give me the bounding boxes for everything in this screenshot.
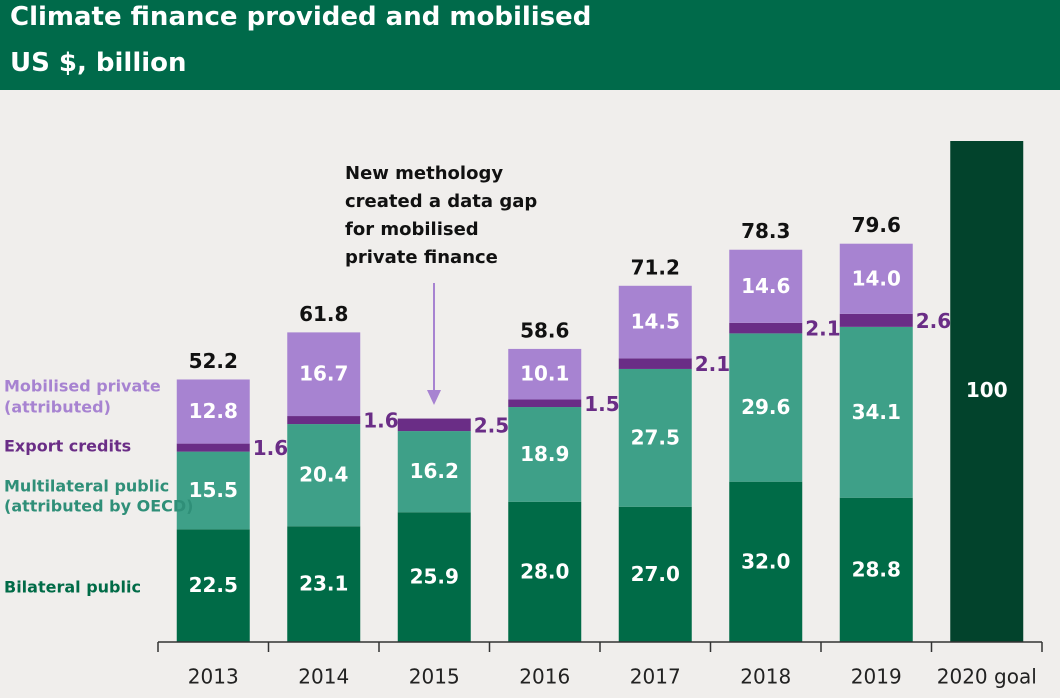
bar-label-multilateral-2016: 18.9 xyxy=(520,442,569,466)
bar-total-2014: 61.8 xyxy=(299,302,348,326)
bar-private-2017 xyxy=(618,285,692,359)
x-tick-label-2019: 2019 xyxy=(851,665,902,689)
bar-bilateral-2019 xyxy=(839,497,913,642)
bar-private-2019 xyxy=(839,243,913,314)
bar-label-export-2014: 1.6 xyxy=(363,409,398,433)
annotation-line-4: private finance xyxy=(345,247,498,268)
bar-label-multilateral-2017: 27.5 xyxy=(631,425,680,449)
annotation-line-1: New methology xyxy=(345,163,503,184)
annotation-line-2: created a data gap xyxy=(345,191,537,212)
x-tick-label-2016: 2016 xyxy=(519,665,570,689)
bar-total-2013: 52.2 xyxy=(189,349,238,373)
bar-label-export-2017: 2.1 xyxy=(695,352,730,376)
bar-label-bilateral-2015: 25.9 xyxy=(410,565,459,589)
bar-multilateral-2019 xyxy=(839,326,913,498)
bar-label-export-2016: 1.5 xyxy=(584,392,619,416)
bar-label-private-2018: 14.6 xyxy=(741,274,790,298)
bar-label-private-2017: 14.5 xyxy=(631,310,680,334)
bar-label-bilateral-2014: 23.1 xyxy=(299,572,348,596)
bar-total-2017: 71.2 xyxy=(631,255,680,279)
bar-bilateral-2017 xyxy=(618,506,692,642)
annotation-arrow-head xyxy=(427,390,441,405)
legend-export-line-1: Export credits xyxy=(4,437,131,456)
bar-private-2013 xyxy=(176,379,250,444)
bar-label-multilateral-2014: 20.4 xyxy=(299,463,348,487)
bar-multilateral-2018 xyxy=(729,333,803,482)
x-tick-label-2020-goal: 2020 goal xyxy=(937,665,1037,689)
bar-bilateral-2018 xyxy=(729,481,803,642)
bar-label-multilateral-2015: 16.2 xyxy=(410,459,459,483)
bar-label-bilateral-2013: 22.5 xyxy=(189,573,238,597)
bar-private-2014 xyxy=(287,332,361,417)
bar-label-export-2018: 2.1 xyxy=(805,317,840,341)
bar-label-private-2019: 14.0 xyxy=(852,266,901,290)
bar-label-bilateral-2016: 28.0 xyxy=(520,559,569,583)
bar-label-multilateral-2019: 34.1 xyxy=(852,400,901,424)
x-tick-label-2015: 2015 xyxy=(409,665,460,689)
bar-bilateral-2013 xyxy=(176,529,250,642)
bar-private-2018 xyxy=(729,249,803,323)
bar-multilateral-2015 xyxy=(397,431,471,513)
bar-label-multilateral-2013: 15.5 xyxy=(189,478,238,502)
bar-export-2019 xyxy=(839,313,913,327)
bar-multilateral-2013 xyxy=(176,451,250,530)
legend-private-line-2: (attributed) xyxy=(4,398,111,417)
bar-label-private-2013: 12.8 xyxy=(189,399,238,423)
legend-multilateral-line-2: (attributed by OECD) xyxy=(4,497,193,516)
bar-label-bilateral-2018: 32.0 xyxy=(741,549,790,573)
x-tick-label-2014: 2014 xyxy=(298,665,349,689)
x-tick-label-2013: 2013 xyxy=(188,665,239,689)
bar-bilateral-2016 xyxy=(508,501,582,642)
chart-subtitle: US $, billion xyxy=(10,48,187,78)
legend-private-line-1: Mobilised private xyxy=(4,377,161,396)
bar-bilateral-2014 xyxy=(287,526,361,642)
bar-label-multilateral-2018: 29.6 xyxy=(741,395,790,419)
bar-bilateral-2015 xyxy=(397,512,471,642)
bar-label-export-2015: 2.5 xyxy=(474,413,509,437)
bar-private-2016 xyxy=(508,348,582,400)
bar-export-2015 xyxy=(397,418,471,432)
stacked-bar-chart: 22.5 15.5 1.6 12.8 52.2 2013 23.1 20.4 1.6 16.7 61… xyxy=(4,141,1043,689)
annotation-line-3: for mobilised xyxy=(345,219,479,240)
bar-total-2018: 78.3 xyxy=(741,219,790,243)
bar-total-2019: 79.6 xyxy=(852,213,901,237)
bar-label-export-2013: 1.6 xyxy=(253,436,288,460)
bar-multilateral-2014 xyxy=(287,424,361,527)
bar-multilateral-2016 xyxy=(508,407,582,502)
bar-total-2016: 58.6 xyxy=(520,318,569,342)
bar-export-2014 xyxy=(287,416,361,425)
legend-bilateral-line-1: Bilateral public xyxy=(4,578,141,597)
bar-label-private-2016: 10.1 xyxy=(520,362,569,386)
bar-label-bilateral-2019: 28.8 xyxy=(852,557,901,581)
bar-goal-2020-goal xyxy=(950,141,1024,642)
bar-export-2016 xyxy=(508,399,582,408)
chart-title: Climate finance provided and mobilised xyxy=(10,2,592,32)
bar-export-2018 xyxy=(729,322,803,334)
chart-header: Climate finance provided and mobilised U… xyxy=(0,0,1060,90)
bar-export-2013 xyxy=(176,443,250,452)
bar-label-export-2019: 2.6 xyxy=(916,309,951,333)
x-tick-label-2017: 2017 xyxy=(630,665,681,689)
bar-label-private-2014: 16.7 xyxy=(299,362,348,386)
bar-export-2017 xyxy=(618,358,692,369)
bar-multilateral-2017 xyxy=(618,368,692,507)
legend-multilateral-line-1: Multilateral public xyxy=(4,477,169,496)
bar-label-goal: 100 xyxy=(966,378,1008,402)
bar-label-bilateral-2017: 27.0 xyxy=(631,562,680,586)
x-tick-label-2018: 2018 xyxy=(740,665,791,689)
